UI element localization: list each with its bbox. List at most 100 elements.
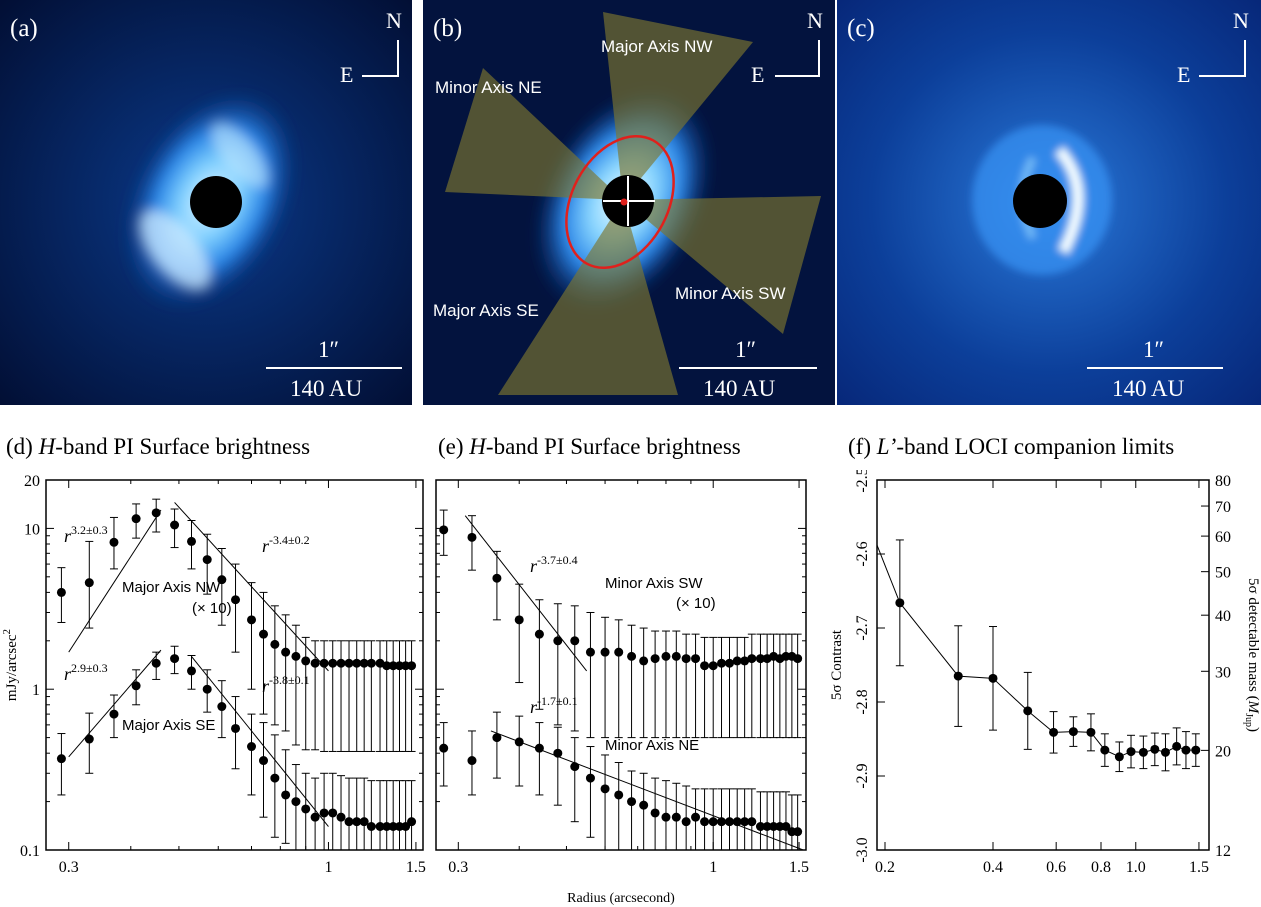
data-point [151, 658, 161, 668]
data-point [407, 661, 417, 671]
y-tick-label: -3.0 [854, 837, 871, 862]
data-point [725, 817, 735, 827]
wedge-minor-sw [623, 196, 821, 334]
data-point [401, 822, 411, 832]
data-point [170, 654, 180, 664]
star-center [620, 198, 628, 206]
data-point [553, 748, 563, 758]
scale-au: 140 AU [703, 376, 776, 401]
data-point [202, 684, 212, 694]
panel-c-label: (c) [847, 15, 875, 42]
data-point [366, 822, 376, 832]
panel-a-north: N [386, 8, 402, 33]
data-point [56, 754, 66, 764]
data-point [708, 661, 718, 671]
data-point [650, 654, 660, 664]
wedge-major-nw [603, 12, 753, 200]
x-tick-label: 0.3 [59, 859, 79, 876]
data-point [328, 658, 338, 668]
data-point [895, 598, 905, 608]
data-point [301, 804, 311, 814]
data-point [1172, 741, 1182, 751]
wedge-major-se [498, 200, 678, 395]
data-point [186, 536, 196, 546]
data-point [151, 508, 161, 518]
y-tick-label: -2.7 [854, 615, 871, 640]
x-tick-label: 0.8 [1091, 859, 1111, 876]
data-point [740, 817, 750, 827]
y-tick-label: 10 [24, 521, 40, 538]
data-point [614, 647, 624, 657]
data-point [375, 822, 385, 832]
y-tick-label: 1 [32, 682, 40, 699]
data-point [755, 822, 765, 832]
data-point [388, 822, 398, 832]
plot-frame [876, 479, 1210, 851]
data-point [439, 743, 449, 753]
x-axis-label: Radius (arcsecond) [567, 891, 675, 906]
scale-arcsec: 1″ [735, 337, 756, 362]
panel-a-east: E [340, 62, 353, 87]
image-panel-a: (a) N E 1″ 140 AU [0, 0, 412, 405]
compass-arrows [362, 40, 399, 77]
data-point [186, 666, 196, 676]
data-point [281, 647, 291, 657]
data-point [600, 784, 610, 794]
data-point [310, 658, 320, 668]
wedge-minor-ne [445, 68, 623, 200]
x-tick-label: 1.0 [1126, 859, 1146, 876]
data-point [56, 587, 66, 597]
data-point [681, 817, 691, 827]
panel-a-label: (a) [10, 15, 38, 42]
data-point [259, 756, 269, 766]
panel-c-north: N [1233, 8, 1249, 33]
data-point [366, 658, 376, 668]
right-tick-label: 12 [1215, 843, 1231, 860]
data-point [492, 573, 502, 583]
data-point [691, 654, 701, 664]
data-point [585, 773, 595, 783]
data-point [344, 817, 354, 827]
data-point [661, 812, 671, 822]
data-point [708, 817, 718, 827]
x-tick-label: 0.3 [448, 859, 468, 876]
data-point [270, 773, 280, 783]
data-point [291, 797, 301, 807]
x-tick-label: 1.5 [789, 859, 809, 876]
right-tick-label: 50 [1215, 565, 1231, 582]
data-point [344, 658, 354, 668]
y-axis-label-right: 5σ detectable mass (MJup) [1243, 578, 1261, 732]
chart-f: 0.2 0.4 0.6 0.8 1.0 1.5 -3.0 -2.9 -2.8 -2.7 -2.6 -2… [829, 470, 1261, 876]
plot-frame [45, 479, 424, 851]
data-point [671, 812, 681, 822]
data-point [328, 808, 338, 818]
data-point [1114, 752, 1124, 762]
series-annotation: (× 10) [192, 600, 232, 617]
data-point [639, 656, 649, 666]
data-point [1191, 745, 1201, 755]
data-point [793, 654, 803, 664]
data-point [336, 812, 346, 822]
data-point [259, 629, 269, 639]
fit-line [68, 649, 162, 758]
data-point [109, 709, 119, 719]
data-point [202, 555, 212, 565]
scale-au: 140 AU [1112, 376, 1185, 401]
data-point [382, 822, 392, 832]
data-point [671, 651, 681, 661]
disk-ellipse [565, 134, 675, 270]
data-point [492, 733, 502, 743]
right-tick-label: 30 [1215, 664, 1231, 681]
panel-b-label: (b) [433, 15, 462, 42]
data-point [270, 639, 280, 649]
data-point [1126, 747, 1136, 757]
chart-e: 0.3 1 1.5 r-3.7±0.4 r-1.7±0.1 Minor Axis SW (×… [435, 479, 809, 906]
data-point [231, 723, 241, 733]
data-point [755, 654, 765, 664]
data-point [1150, 744, 1160, 754]
wedge-label-minor-sw: Minor Axis SW [675, 284, 786, 303]
data-point [131, 681, 141, 691]
data-point [352, 658, 362, 668]
data-point [1181, 745, 1191, 755]
series-annotation: Minor Axis SW [605, 575, 703, 592]
